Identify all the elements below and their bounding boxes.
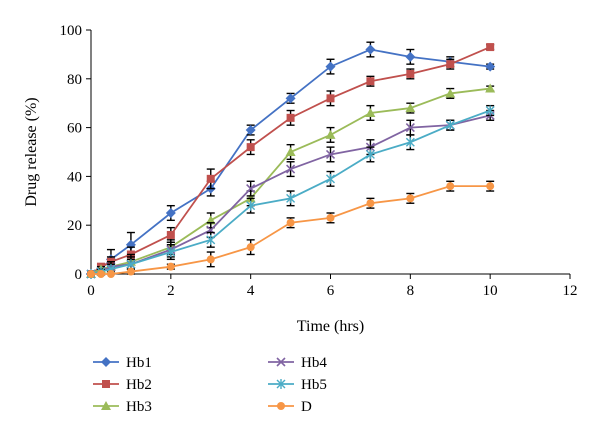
legend-label: Hb4 (301, 355, 327, 371)
x-tick-label: 6 (327, 283, 335, 299)
series-hb1 (86, 41, 496, 279)
y-tick-label: 20 (67, 218, 82, 234)
data-point (166, 230, 175, 239)
data-point (106, 270, 115, 278)
legend-label: Hb5 (301, 377, 327, 393)
data-point (485, 105, 495, 116)
data-point (446, 182, 455, 191)
data-point (405, 123, 415, 133)
series-line (90, 46, 491, 275)
data-point (246, 143, 255, 152)
data-point (206, 234, 216, 245)
legend-item-hb4: Hb4 (268, 355, 327, 371)
x-axis-title: Time (hrs) (297, 318, 364, 335)
legend-marker (102, 380, 110, 388)
data-point (246, 184, 256, 194)
x-tick-label: 4 (247, 283, 255, 299)
data-point (446, 60, 455, 69)
series-hb2 (87, 43, 495, 278)
y-tick-label: 100 (60, 23, 83, 39)
data-point (325, 149, 336, 160)
x-tick-label: 2 (167, 283, 175, 299)
data-point (286, 193, 296, 204)
data-point (406, 194, 415, 203)
series-layer (86, 41, 496, 279)
data-point (286, 113, 295, 122)
axes: 0 20 40 60 80 100 0 2 4 6 8 10 12 (60, 23, 578, 299)
data-point (285, 93, 296, 104)
legend-label: Hb1 (126, 355, 152, 371)
data-point (485, 61, 496, 72)
legend-label: Hb3 (126, 399, 152, 415)
legend-item-hb1: Hb1 (93, 355, 152, 371)
data-point (365, 44, 376, 55)
y-tick-label: 80 (67, 72, 82, 88)
data-point (96, 270, 105, 278)
data-point (485, 83, 496, 93)
data-point (405, 137, 415, 148)
data-point (165, 208, 176, 218)
data-point (366, 77, 375, 86)
data-point (445, 120, 455, 131)
data-point (126, 267, 135, 276)
data-point (325, 129, 336, 139)
data-point (366, 199, 375, 208)
data-point (445, 88, 456, 98)
legend-marker (101, 401, 111, 410)
legend-marker (276, 379, 286, 389)
data-point (286, 164, 296, 174)
legend-marker (101, 357, 111, 367)
x-tick-label: 10 (483, 283, 498, 299)
data-point (326, 213, 335, 222)
series-d (87, 180, 495, 278)
x-tick-label: 8 (407, 283, 415, 299)
y-tick-label: 0 (75, 267, 83, 283)
legend-item-hb2: Hb2 (93, 377, 152, 393)
legend-marker (276, 357, 286, 367)
legend-item-hb3: Hb3 (93, 399, 152, 415)
legend-item-d: D (268, 399, 312, 415)
data-point (405, 51, 416, 62)
data-point (486, 182, 495, 191)
y-tick-label: 40 (67, 169, 82, 185)
data-point (206, 255, 215, 264)
data-point (245, 125, 256, 136)
data-point (285, 147, 296, 156)
data-point (206, 174, 215, 183)
data-point (405, 103, 416, 113)
data-point (246, 243, 255, 252)
legend: Hb1 Hb2 Hb3 Hb4 Hb5 D (93, 355, 327, 415)
data-point (325, 61, 336, 72)
data-point (286, 218, 295, 227)
legend-label: Hb2 (126, 377, 152, 393)
data-point (246, 200, 256, 211)
data-point (486, 43, 495, 52)
data-point (166, 247, 176, 258)
x-tick-label: 12 (563, 283, 578, 299)
legend-label: D (301, 399, 312, 415)
data-point (326, 173, 335, 184)
data-point (87, 270, 95, 278)
legend-item-hb5: Hb5 (268, 377, 327, 393)
data-point (365, 107, 376, 117)
data-point (166, 262, 175, 271)
data-point (365, 149, 375, 160)
x-tick-label: 0 (87, 283, 95, 299)
data-point (326, 94, 335, 103)
legend-marker (277, 402, 285, 410)
y-axis-title: Drug release (%) (23, 97, 40, 206)
data-point (406, 69, 415, 78)
y-tick-label: 60 (67, 121, 82, 137)
